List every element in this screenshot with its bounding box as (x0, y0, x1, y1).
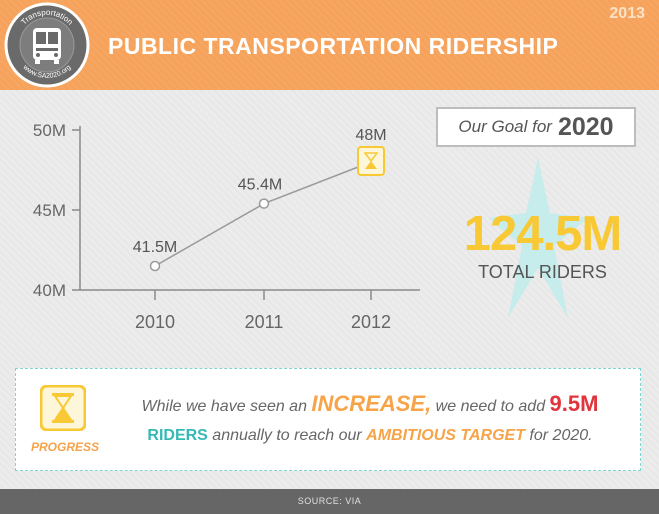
chart-axes: 40M 45M 50M 2010 2011 2012 (33, 121, 420, 332)
ridership-line-chart: 40M 45M 50M 2010 2011 2012 41.5M 45.4M 48M (33, 121, 420, 332)
data-point-hourglass (357, 146, 385, 176)
sa2020-logo: Transportation www.SA2020.org (4, 2, 90, 88)
page-title: PUBLIC TRANSPORTATION RIDERSHIP (108, 33, 559, 59)
data-label: 41.5M (133, 239, 177, 256)
hourglass-bottom (365, 161, 377, 169)
x-tick-label: 2011 (245, 312, 284, 332)
source-footer: SOURCE: VIA (0, 489, 659, 514)
y-tick-label: 50M (33, 121, 66, 140)
x-tick-label: 2012 (351, 312, 391, 332)
progress-message-line-1: While we have seen an INCREASE, we need … (110, 391, 630, 417)
progress-callout: PROGRESS While we have seen an INCREASE,… (15, 368, 641, 471)
goal-total-value: 124.5M (463, 207, 622, 261)
goal-year: 2020 (557, 112, 614, 141)
goal-box: Our Goal for 2020 (436, 107, 636, 147)
x-tick-label: 2010 (135, 312, 175, 332)
goal-label: Our Goal for (458, 117, 552, 136)
y-tick-label: 40M (33, 281, 66, 300)
y-tick-label: 45M (33, 201, 66, 220)
hourglass-icon (40, 385, 86, 431)
msg-text: for 2020. (524, 427, 593, 444)
year-badge: 2013 (609, 5, 645, 22)
msg-riders: RIDERS (147, 427, 208, 444)
header-banner: Transportation www.SA2020.org PUBLIC TRA… (0, 0, 659, 90)
msg-text: we need to add (431, 398, 550, 415)
hourglass-top (363, 152, 379, 163)
msg-text: annually to reach our (207, 427, 367, 444)
data-point (258, 198, 270, 209)
msg-amount: 9.5M (549, 391, 599, 416)
bus-icon (33, 28, 61, 64)
progress-message-line-2: RIDERS annually to reach our AMBITIOUS T… (110, 427, 630, 445)
data-point (149, 260, 161, 272)
progress-label: PROGRESS (30, 440, 99, 454)
msg-text: While we have seen an (141, 398, 312, 415)
msg-increase: INCREASE, (311, 391, 432, 416)
data-label: 45.4M (238, 177, 282, 194)
msg-target: AMBITIOUS TARGET (366, 427, 525, 444)
chart-marks: 41.5M 45.4M 48M (133, 127, 387, 272)
star-burst-icon (488, 158, 588, 318)
goal-total-label: TOTAL RIDERS (478, 262, 607, 282)
data-label: 48M (355, 127, 386, 144)
